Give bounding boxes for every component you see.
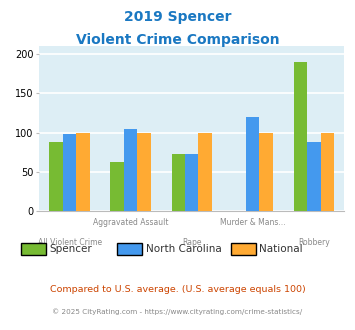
Bar <box>185 154 198 211</box>
Bar <box>49 142 63 211</box>
Text: North Carolina: North Carolina <box>146 244 221 254</box>
Bar <box>260 133 273 211</box>
Bar <box>63 134 76 211</box>
Text: Spencer: Spencer <box>50 244 92 254</box>
Bar <box>137 133 151 211</box>
Text: Violent Crime Comparison: Violent Crime Comparison <box>76 33 279 47</box>
Text: National: National <box>259 244 303 254</box>
Bar <box>198 133 212 211</box>
Text: 2019 Spencer: 2019 Spencer <box>124 10 231 24</box>
Bar <box>307 142 321 211</box>
Bar <box>76 133 90 211</box>
Bar <box>246 117 260 211</box>
Text: All Violent Crime: All Violent Crime <box>38 238 102 247</box>
Bar <box>110 162 124 211</box>
Text: Murder & Mans...: Murder & Mans... <box>220 218 285 227</box>
Bar <box>321 133 334 211</box>
Text: © 2025 CityRating.com - https://www.cityrating.com/crime-statistics/: © 2025 CityRating.com - https://www.city… <box>53 309 302 315</box>
Bar <box>171 154 185 211</box>
Text: Robbery: Robbery <box>298 238 330 247</box>
Text: Aggravated Assault: Aggravated Assault <box>93 218 168 227</box>
Text: Compared to U.S. average. (U.S. average equals 100): Compared to U.S. average. (U.S. average … <box>50 285 305 294</box>
Bar <box>124 129 137 211</box>
Text: Rape: Rape <box>182 238 201 247</box>
Bar <box>294 62 307 211</box>
